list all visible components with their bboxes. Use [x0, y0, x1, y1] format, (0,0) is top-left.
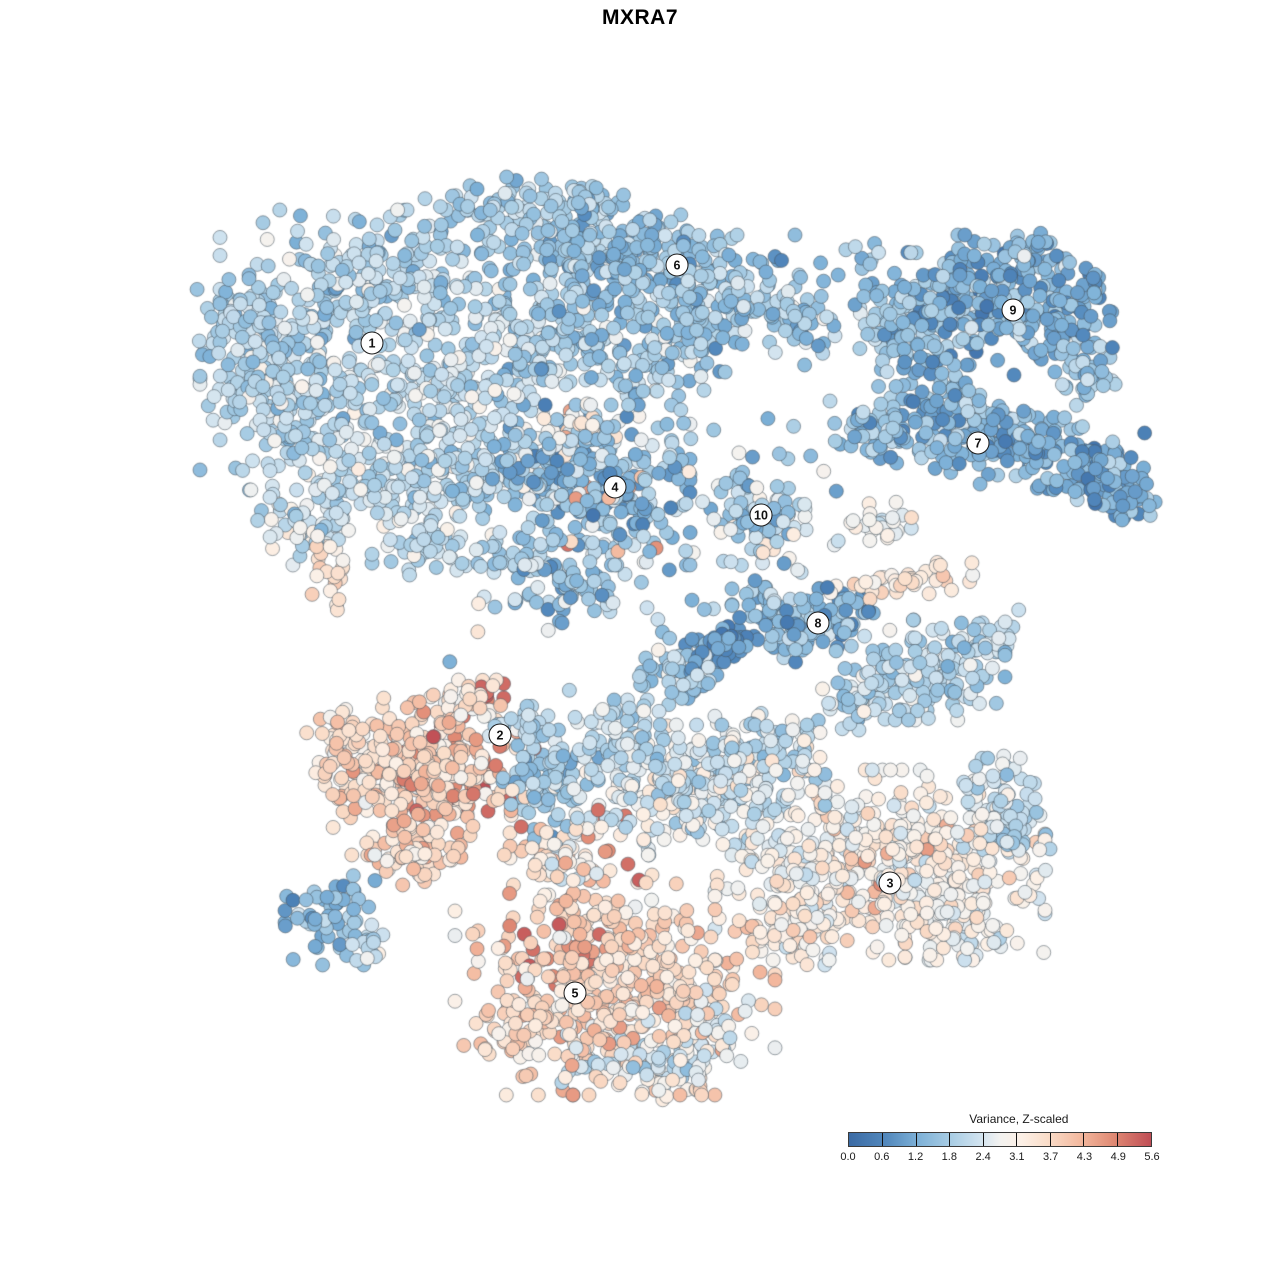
colorbar-tick-label: 5.6 [1144, 1151, 1160, 1163]
colorbar-tick [982, 1133, 984, 1146]
colorbar-tick-label: 3.1 [1009, 1151, 1025, 1163]
colorbar-tick [1016, 1133, 1018, 1146]
colorbar-tick-label: 0.6 [874, 1151, 890, 1163]
colorbar-tick-label: 4.3 [1076, 1151, 1093, 1163]
colorbar-tick-label: 3.7 [1043, 1151, 1059, 1163]
colorbar-gradient [848, 1132, 1152, 1147]
colorbar-tick [915, 1133, 917, 1146]
colorbar-tick [882, 1133, 884, 1146]
colorbar-tick-labels: 0.0 0.6 1.2 1.8 2.4 3.1 3.7 4.3 4.9 5.6 [840, 1151, 1159, 1165]
colorbar-tick-label: 1.8 [941, 1151, 957, 1163]
colorbar-tick-label: 2.4 [975, 1151, 991, 1163]
colorbar-tick-label: 1.2 [907, 1151, 924, 1163]
colorbar-tick [1083, 1133, 1085, 1146]
colorbar-tick [1049, 1133, 1051, 1146]
colorbar-tick [949, 1133, 951, 1146]
colorbar-title: Variance, Z-scaled [969, 1112, 1069, 1126]
colorbar-tick [1116, 1133, 1118, 1146]
colorbar-tick-label: 4.9 [1110, 1151, 1126, 1163]
colorbar-tick-label: 0.0 [840, 1151, 856, 1163]
